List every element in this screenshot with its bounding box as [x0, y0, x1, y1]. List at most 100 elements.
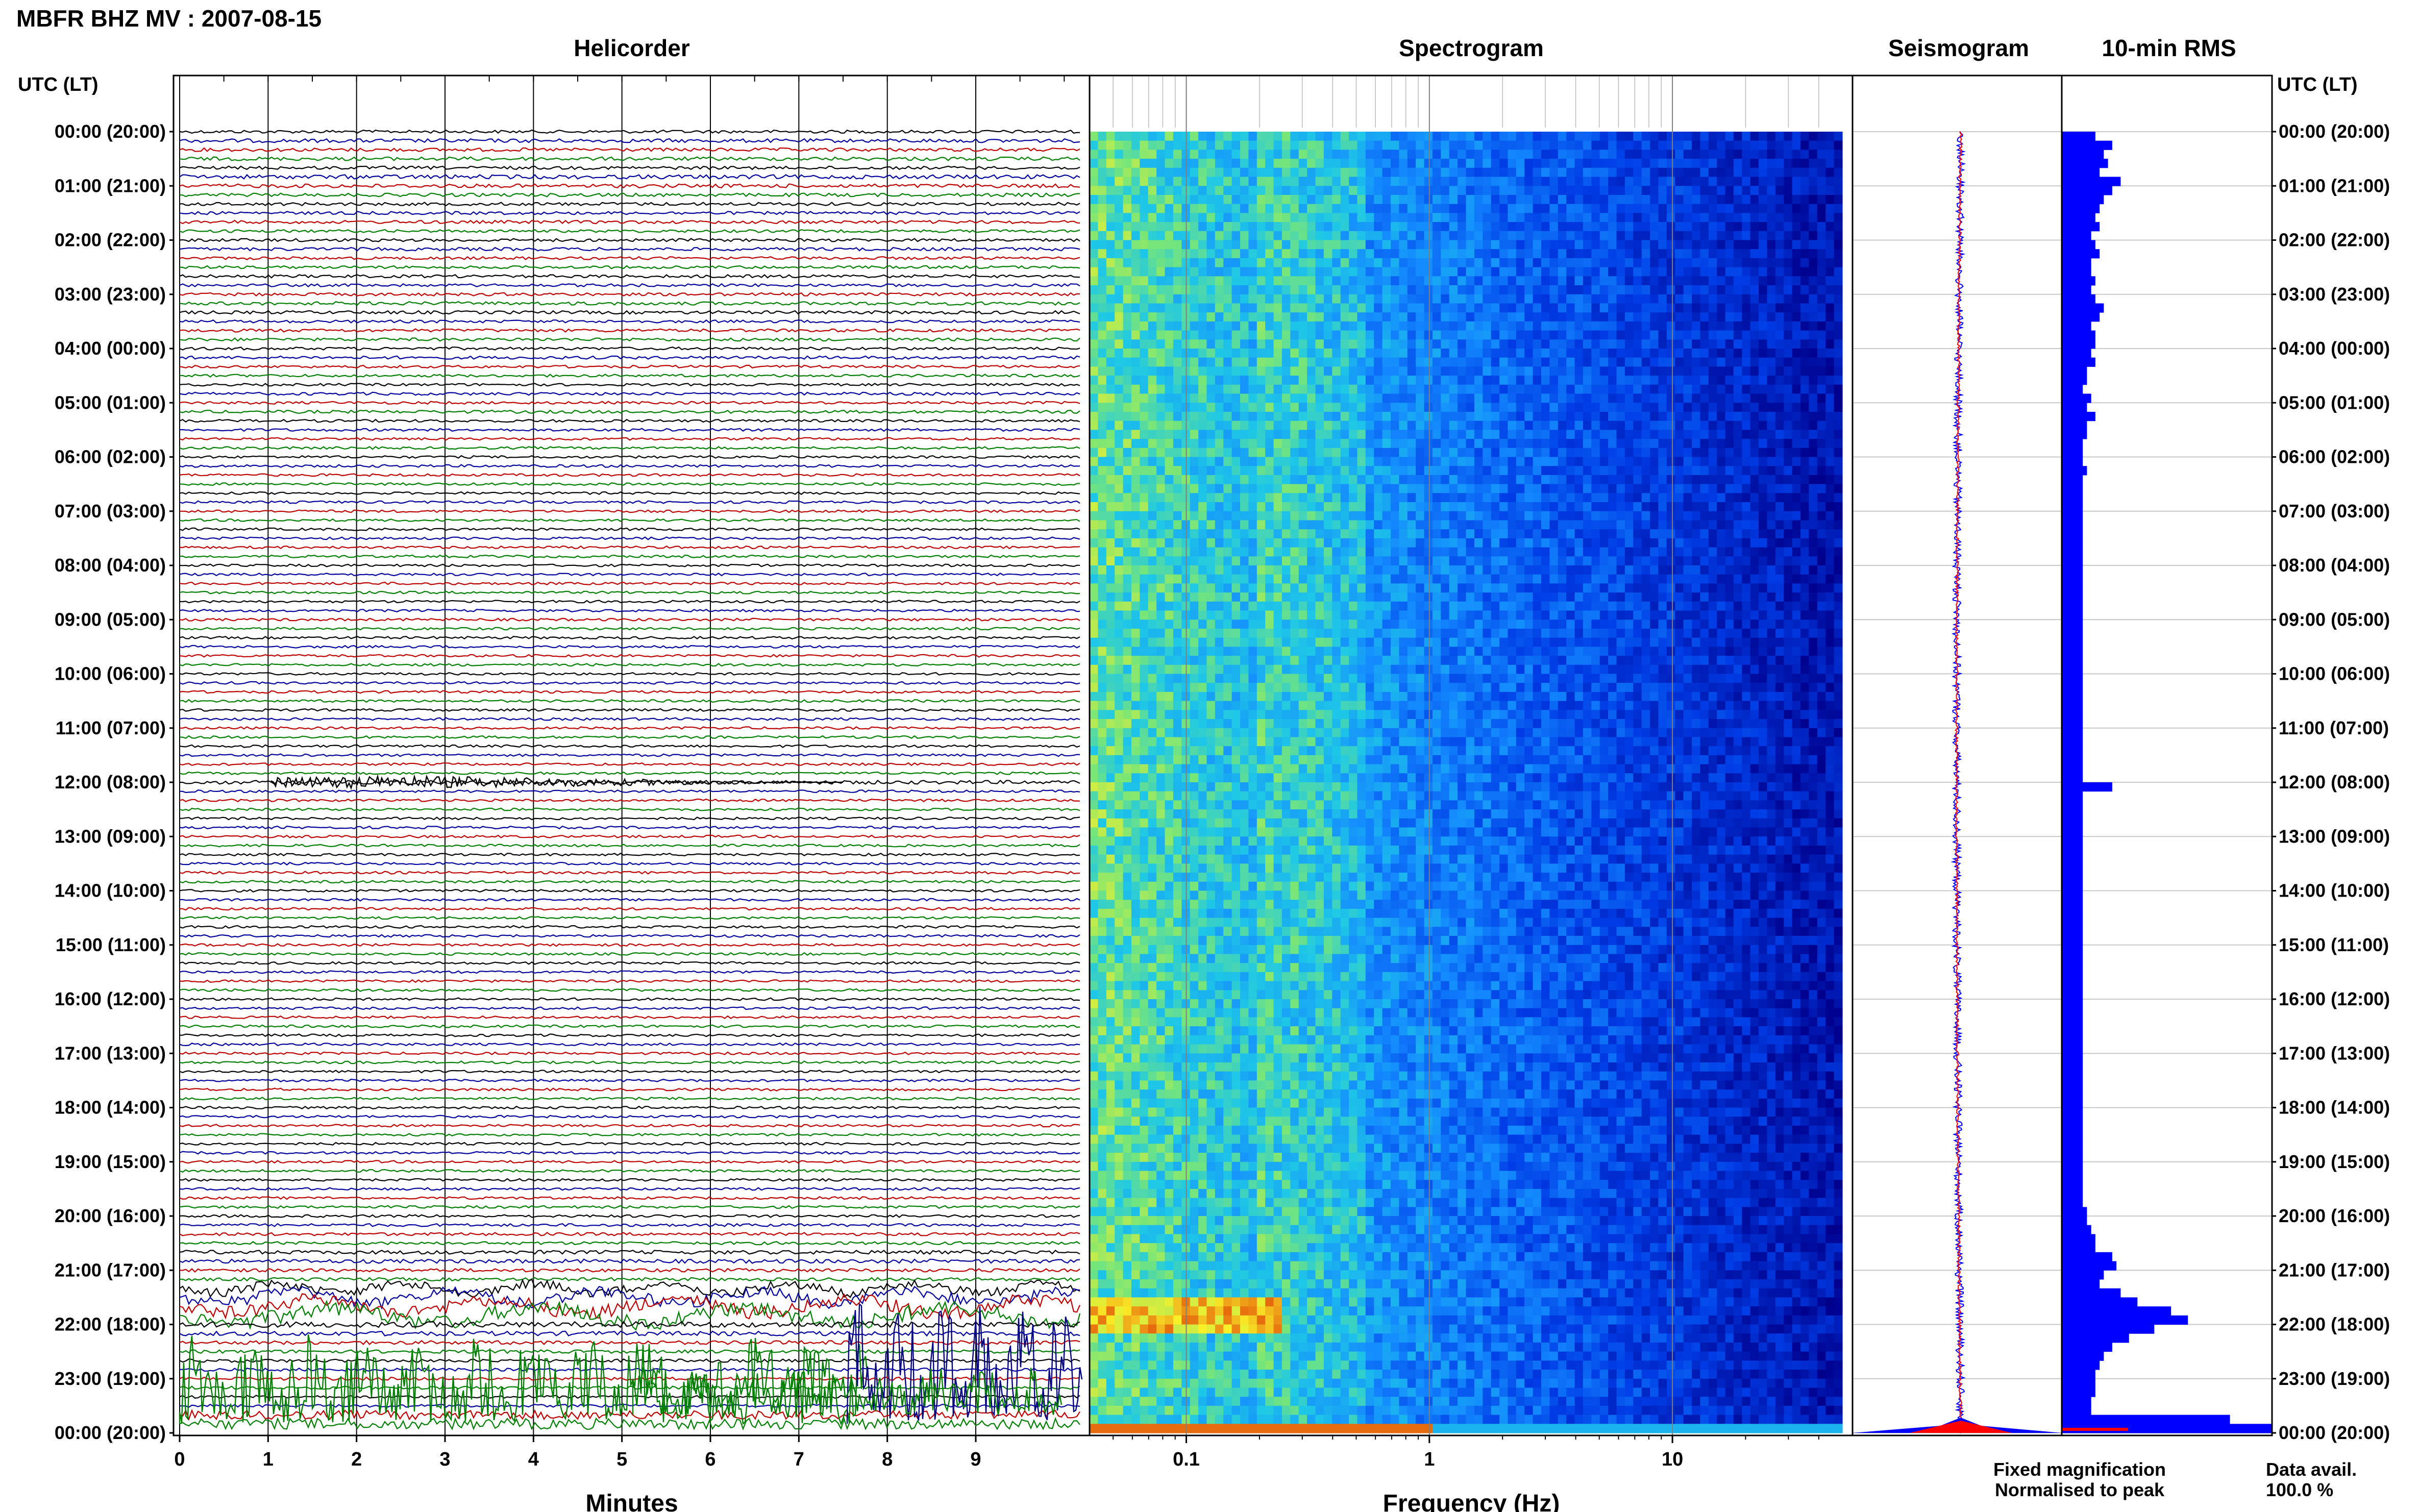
- spectrogram-cell: [1382, 466, 1391, 476]
- spectrogram-cell: [1574, 339, 1584, 349]
- spectrogram-cell: [1407, 547, 1416, 557]
- spectrogram-cell: [1123, 195, 1132, 205]
- spectrogram-cell: [1558, 529, 1567, 539]
- spectrogram-cell: [1315, 132, 1324, 141]
- spectrogram-cell: [1499, 384, 1509, 394]
- spectrogram-cell: [1750, 303, 1759, 313]
- spectrogram-cell: [1583, 592, 1592, 602]
- spectrogram-cell: [1650, 511, 1659, 521]
- spectrogram-cell: [1742, 258, 1751, 268]
- spectrogram-cell: [1533, 150, 1542, 159]
- spectrogram-cell: [1491, 132, 1500, 141]
- left-time-tick-label: 14:00 (10:00): [55, 880, 166, 901]
- spectrogram-cell: [1825, 303, 1835, 313]
- spectrogram-cell: [1215, 357, 1224, 367]
- spectrogram-cell: [1332, 384, 1341, 394]
- helicorder-trace: [179, 834, 1080, 838]
- spectrogram-cell: [1190, 484, 1199, 493]
- spectrogram-cell: [1733, 538, 1742, 548]
- spectrogram-cell: [1416, 384, 1425, 394]
- spectrogram-cell: [1800, 457, 1810, 466]
- spectrogram-cell: [1700, 285, 1709, 295]
- spectrogram-cell: [1666, 249, 1675, 259]
- spectrogram-cell: [1416, 140, 1425, 150]
- spectrogram-cell: [1248, 177, 1257, 186]
- spectrogram-cell: [1491, 393, 1500, 403]
- spectrogram-cell: [1608, 159, 1617, 168]
- spectrogram-cell: [1624, 547, 1634, 557]
- spectrogram-cell: [1098, 366, 1107, 376]
- spectrogram-cell: [1700, 502, 1709, 512]
- spectrogram-cell: [1240, 529, 1249, 539]
- spectrogram-cell: [1298, 231, 1307, 241]
- spectrogram-cell: [1624, 321, 1634, 331]
- spectrogram-cell: [1223, 384, 1232, 394]
- spectrogram-cell: [1323, 267, 1332, 277]
- left-time-tick-label: 11:00 (07:00): [56, 717, 166, 738]
- spectrogram-cell: [1391, 339, 1399, 349]
- spectrogram-cell: [1198, 493, 1207, 503]
- spectrogram-cell: [1708, 303, 1717, 313]
- spectrogram-cell: [1290, 195, 1299, 205]
- spectrogram-cell: [1365, 312, 1374, 322]
- spectrogram-cell: [1206, 538, 1216, 548]
- spectrogram-cell: [1558, 366, 1567, 376]
- spectrogram-cell: [1115, 366, 1124, 376]
- spectrogram-cell: [1817, 167, 1826, 178]
- spectrogram-cell: [1382, 592, 1391, 602]
- spectrogram-cell: [1558, 475, 1567, 485]
- spectrogram-cell: [1750, 249, 1759, 259]
- spectrogram-cell: [1256, 412, 1266, 422]
- spectrogram-cell: [1491, 303, 1500, 313]
- spectrogram-cell: [1148, 556, 1157, 566]
- spectrogram-cell: [1140, 140, 1149, 150]
- spectrogram-cell: [1566, 484, 1575, 493]
- spectrogram-cell: [1215, 565, 1224, 575]
- spectrogram-cell: [1633, 167, 1642, 178]
- spectrogram-cell: [1717, 132, 1726, 141]
- spectrogram-cell: [1131, 412, 1140, 422]
- spectrogram-cell: [1349, 339, 1358, 349]
- spectrogram-cell: [1340, 565, 1349, 575]
- helicorder-trace: [179, 283, 1080, 288]
- spectrogram-cell: [1198, 448, 1207, 458]
- spectrogram-cell: [1190, 294, 1199, 304]
- spectrogram-cell: [1407, 231, 1416, 241]
- spectrogram-cell: [1231, 258, 1241, 268]
- spectrogram-cell: [1809, 420, 1818, 430]
- spectrogram-cell: [1156, 384, 1166, 394]
- spectrogram-cell: [1098, 330, 1107, 340]
- spectrogram-cell: [1256, 213, 1266, 222]
- spectrogram-cell: [1809, 502, 1818, 512]
- spectrogram-cell: [1541, 150, 1550, 159]
- spectrogram-cell: [1508, 330, 1517, 340]
- spectrogram-cell: [1090, 339, 1098, 349]
- spectrogram-cell: [1767, 439, 1776, 449]
- spectrogram-cell: [1650, 448, 1659, 458]
- helicorder-trace: [179, 1114, 1080, 1119]
- spectrogram-cell: [1357, 312, 1366, 322]
- spectrogram-cell: [1290, 267, 1299, 277]
- spectrogram-cell: [1131, 140, 1140, 150]
- spectrogram-cell: [1449, 177, 1458, 186]
- spectrogram-cell: [1365, 186, 1374, 195]
- spectrogram-cell: [1633, 294, 1642, 304]
- spectrogram-cell: [1416, 475, 1425, 485]
- spectrogram-cell: [1800, 357, 1810, 367]
- spectrogram-cell: [1148, 231, 1157, 241]
- spectrogram-cell: [1558, 457, 1567, 466]
- spectrogram-cell: [1733, 276, 1742, 286]
- spectrogram-cell: [1165, 285, 1174, 295]
- spectrogram-cell: [1340, 195, 1349, 205]
- spectrogram-cell: [1256, 511, 1266, 521]
- spectrogram-cell: [1140, 231, 1149, 241]
- spectrogram-cell: [1231, 204, 1241, 213]
- spectrogram-cell: [1666, 231, 1675, 241]
- spectrogram-cell: [1817, 240, 1826, 250]
- spectrogram-cell: [1098, 529, 1107, 539]
- spectrogram-cell: [1391, 267, 1399, 277]
- spectrogram-cell: [1407, 258, 1416, 268]
- spectrogram-cell: [1441, 430, 1450, 439]
- spectrogram-cell: [1549, 213, 1559, 222]
- spectrogram-cell: [1290, 430, 1299, 439]
